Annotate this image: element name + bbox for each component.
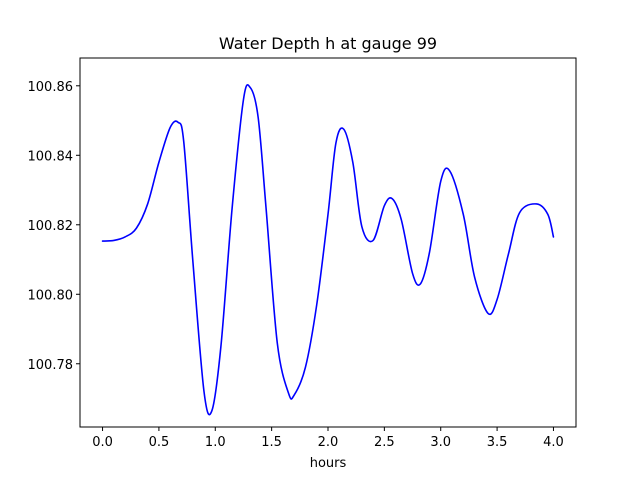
plot-layer	[101, 84, 555, 416]
series-line-0	[101, 84, 555, 416]
chart-title: Water Depth h at gauge 99	[219, 34, 437, 53]
x-tick-label: 0.5	[149, 435, 170, 450]
y-tick-label: 100.84	[28, 149, 74, 164]
x-tick-label: 1.0	[205, 435, 226, 450]
x-tick-label: 0.0	[92, 435, 113, 450]
y-axis: 100.78 100.80 100.82 100.84 100.86	[28, 80, 80, 373]
x-tick-label: 4.0	[543, 435, 564, 450]
x-tick-label: 2.5	[374, 435, 395, 450]
x-axis-label: hours	[310, 456, 347, 471]
x-tick-label: 3.5	[487, 435, 508, 450]
x-axis: 0.0 0.5 1.0 1.5 2.0 2.5 3.0 3.5 4.0	[92, 427, 564, 450]
y-tick-label: 100.86	[28, 80, 74, 95]
x-tick-label: 2.0	[318, 435, 339, 450]
y-tick-label: 100.78	[28, 358, 74, 373]
x-tick-label: 1.5	[261, 435, 282, 450]
x-tick-label: 3.0	[430, 435, 451, 450]
y-tick-label: 100.80	[28, 288, 74, 303]
y-tick-label: 100.82	[28, 219, 74, 234]
